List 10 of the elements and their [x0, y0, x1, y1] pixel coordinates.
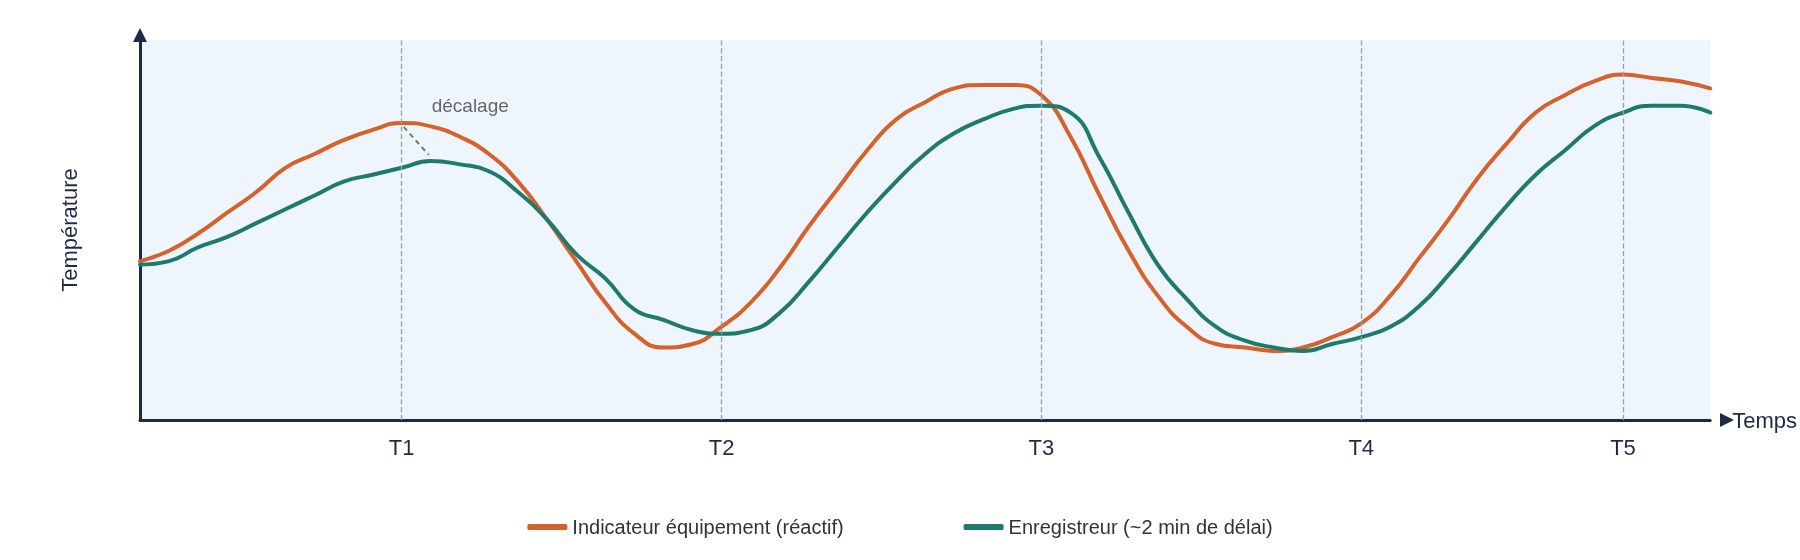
- legend-label: Indicateur équipement (réactif): [572, 516, 844, 538]
- annotation: décalage: [431, 94, 509, 117]
- x-tick-label: T1: [388, 434, 415, 460]
- y-axis-title: Température: [56, 168, 82, 292]
- x-tick-label: T5: [1610, 434, 1636, 460]
- x-axis-title: Temps: [1732, 407, 1797, 433]
- x-tick-label: T3: [1028, 434, 1055, 460]
- legend-label: Enregistreur (~2 min de délai): [1008, 516, 1273, 538]
- x-tick-label: T2: [708, 434, 735, 460]
- x-tick-label: T4: [1348, 434, 1375, 460]
